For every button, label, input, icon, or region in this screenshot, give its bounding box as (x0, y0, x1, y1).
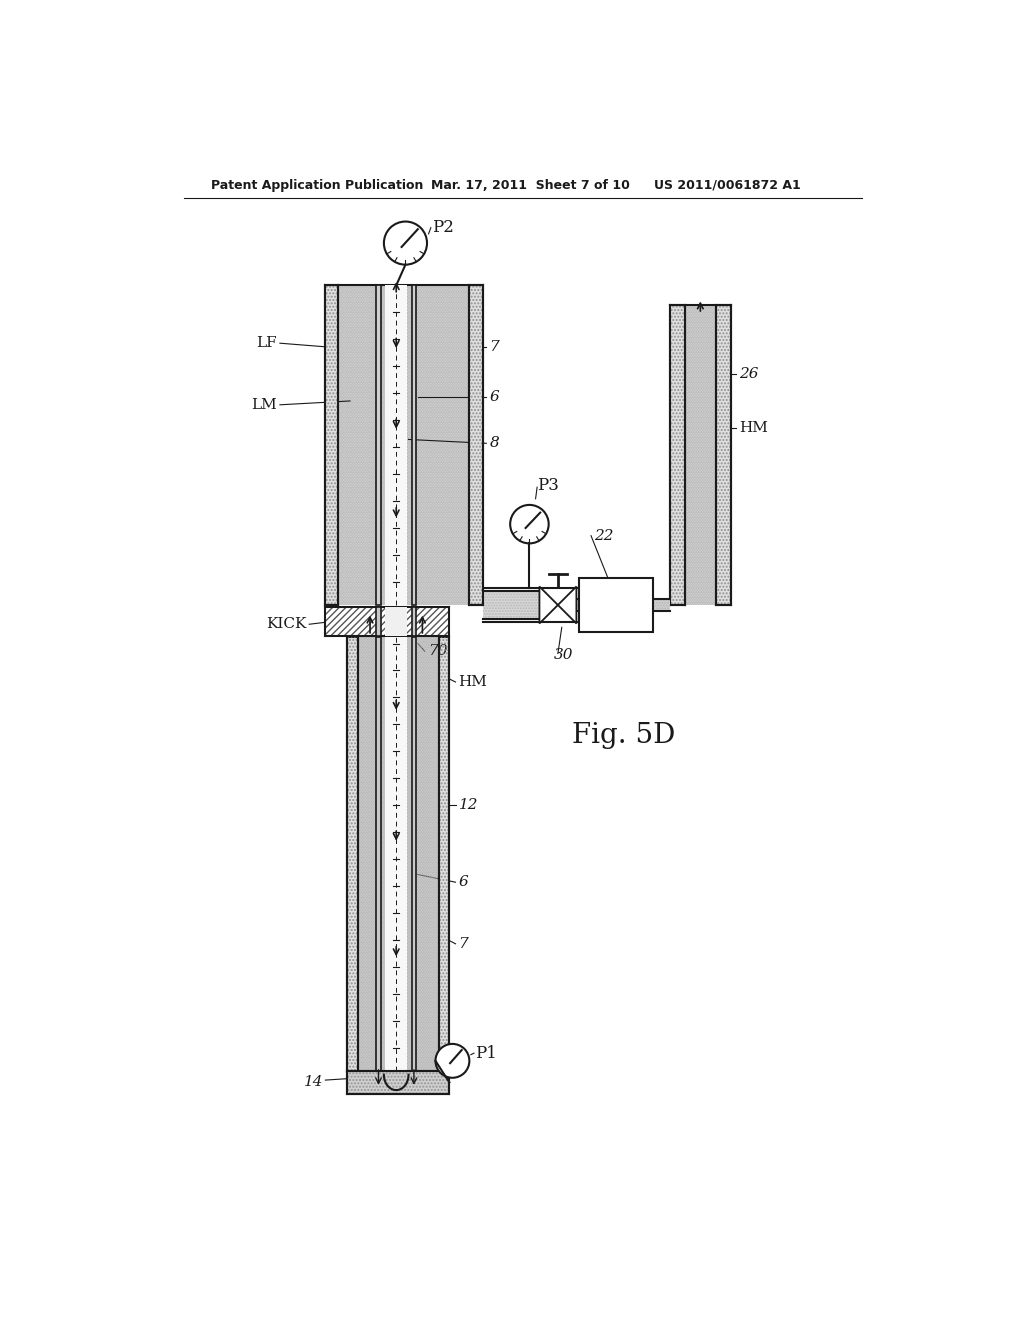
Bar (339, 285, 469, 605)
Bar (412, 607, 416, 636)
Bar (483, 591, 540, 619)
Text: 26: 26 (739, 367, 759, 381)
Text: Fig. 5D: Fig. 5D (571, 722, 675, 750)
Bar (652, 599, 670, 611)
Bar (357, 638, 438, 1071)
Bar (685, 305, 716, 605)
Text: 30: 30 (554, 648, 573, 663)
Bar (577, 599, 579, 611)
Text: 6: 6 (489, 391, 499, 404)
Bar (376, 607, 381, 636)
Text: P3: P3 (538, 477, 559, 494)
Bar (670, 305, 685, 605)
Bar (325, 285, 339, 605)
Text: 7: 7 (489, 341, 499, 354)
Bar (376, 285, 381, 605)
Polygon shape (540, 586, 558, 623)
Bar (438, 638, 450, 1071)
Text: 70: 70 (428, 644, 447, 659)
Circle shape (510, 506, 549, 544)
Bar (376, 638, 381, 1071)
Bar (685, 305, 716, 605)
Text: HM: HM (739, 421, 768, 434)
Text: P1: P1 (475, 1044, 498, 1061)
Bar (483, 591, 540, 619)
Bar (577, 599, 579, 611)
Bar (469, 285, 483, 605)
Text: 12: 12 (459, 799, 478, 812)
Text: 14: 14 (304, 1076, 324, 1089)
Bar (347, 638, 357, 1071)
Text: 7: 7 (459, 937, 468, 950)
Text: 22: 22 (594, 529, 613, 543)
Text: LF: LF (256, 337, 276, 350)
Bar (670, 305, 685, 605)
Text: Patent Application Publication: Patent Application Publication (211, 178, 424, 191)
Bar (579, 578, 652, 632)
Text: LM: LM (251, 397, 276, 412)
Bar (357, 638, 438, 1071)
Bar (325, 285, 339, 605)
Text: Mar. 17, 2011  Sheet 7 of 10: Mar. 17, 2011 Sheet 7 of 10 (431, 178, 630, 191)
Bar (716, 305, 731, 605)
Text: P2: P2 (432, 219, 455, 236)
Bar (412, 638, 416, 1071)
Bar (347, 638, 357, 1071)
Bar (325, 607, 450, 636)
Text: KICK: KICK (266, 618, 306, 631)
Circle shape (384, 222, 427, 264)
Bar (347, 1071, 450, 1094)
Bar (412, 285, 416, 605)
Polygon shape (558, 586, 577, 623)
Bar (385, 638, 407, 1071)
Bar (438, 638, 450, 1071)
Circle shape (435, 1044, 469, 1077)
Bar (469, 285, 483, 605)
Bar (385, 285, 407, 605)
Bar (347, 1071, 450, 1094)
Text: US 2011/0061872 A1: US 2011/0061872 A1 (654, 178, 801, 191)
Bar (325, 607, 450, 636)
Bar (652, 599, 670, 611)
Bar (339, 285, 469, 605)
Text: 6: 6 (459, 875, 468, 890)
Text: 8: 8 (489, 437, 499, 450)
Text: HM: HM (459, 675, 487, 689)
Bar (385, 607, 407, 636)
Bar (716, 305, 731, 605)
